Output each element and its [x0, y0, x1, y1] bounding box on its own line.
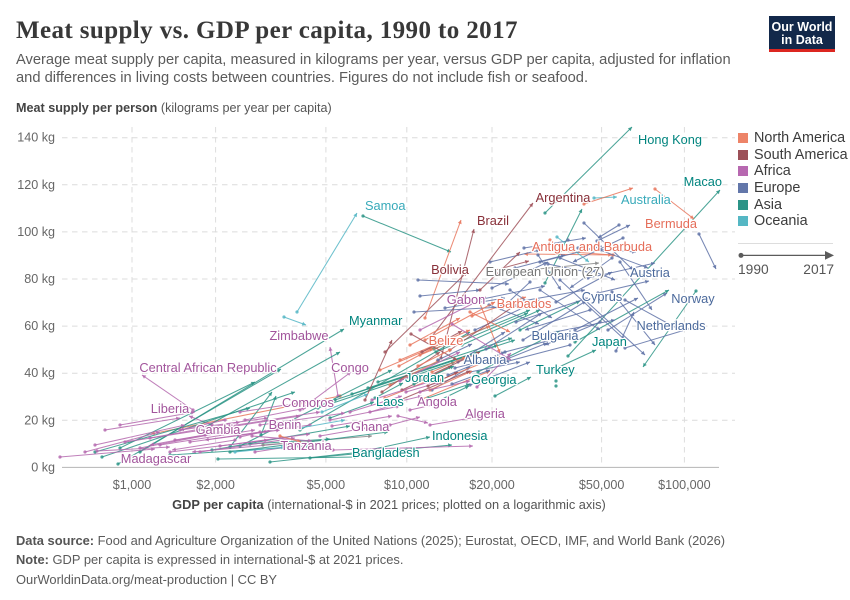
svg-text:120 kg: 120 kg — [17, 178, 55, 192]
svg-text:100 kg: 100 kg — [17, 225, 55, 239]
svg-text:Indonesia: Indonesia — [432, 428, 488, 443]
svg-text:Austria: Austria — [630, 265, 671, 280]
svg-text:Bangladesh: Bangladesh — [352, 445, 420, 460]
svg-text:Samoa: Samoa — [365, 198, 406, 213]
svg-text:Antigua and Barbuda: Antigua and Barbuda — [532, 239, 653, 254]
svg-text:Belize: Belize — [429, 333, 464, 348]
svg-text:20 kg: 20 kg — [24, 413, 55, 427]
svg-text:Gabon: Gabon — [447, 292, 485, 307]
svg-text:Hong Kong: Hong Kong — [638, 132, 702, 147]
svg-text:Norway: Norway — [671, 291, 715, 306]
svg-text:0 kg: 0 kg — [31, 460, 55, 474]
svg-text:Tanzania: Tanzania — [280, 438, 332, 453]
svg-text:Central African Republic: Central African Republic — [139, 360, 277, 375]
svg-text:Comoros: Comoros — [282, 395, 334, 410]
svg-text:Ghana: Ghana — [351, 419, 390, 434]
svg-text:2017: 2017 — [803, 262, 834, 277]
svg-text:Argentina: Argentina — [536, 190, 592, 205]
svg-text:Jordan: Jordan — [405, 370, 444, 385]
svg-text:Algeria: Algeria — [465, 406, 506, 421]
svg-text:$50,000: $50,000 — [579, 478, 625, 492]
svg-text:Laos: Laos — [376, 394, 404, 409]
svg-text:Macao: Macao — [684, 174, 722, 189]
svg-text:1990: 1990 — [738, 262, 769, 277]
svg-text:Angola: Angola — [417, 394, 458, 409]
svg-text:Benin: Benin — [269, 417, 302, 432]
svg-text:60 kg: 60 kg — [24, 319, 55, 333]
svg-text:Bolivia: Bolivia — [431, 262, 470, 277]
svg-text:Turkey: Turkey — [536, 362, 575, 377]
svg-text:Georgia: Georgia — [471, 372, 517, 387]
svg-text:$20,000: $20,000 — [469, 478, 515, 492]
svg-text:Netherlands: Netherlands — [636, 318, 705, 333]
svg-text:Madagascar: Madagascar — [121, 451, 192, 466]
svg-text:Liberia: Liberia — [151, 401, 190, 416]
svg-text:Albania: Albania — [464, 352, 508, 367]
svg-text:$1,000: $1,000 — [113, 478, 152, 492]
svg-text:Australia: Australia — [621, 192, 672, 207]
svg-text:Bermuda: Bermuda — [645, 216, 698, 231]
svg-text:$10,000: $10,000 — [384, 478, 430, 492]
svg-text:Gambia: Gambia — [196, 422, 242, 437]
svg-text:European Union (27): European Union (27) — [486, 264, 605, 279]
svg-text:80 kg: 80 kg — [24, 272, 55, 286]
svg-text:Barbados: Barbados — [497, 296, 552, 311]
svg-text:Myanmar: Myanmar — [349, 313, 403, 328]
svg-text:Bulgaria: Bulgaria — [532, 328, 580, 343]
svg-text:40 kg: 40 kg — [24, 366, 55, 380]
svg-text:Japan: Japan — [592, 334, 627, 349]
svg-text:$5,000: $5,000 — [307, 478, 346, 492]
svg-text:Congo: Congo — [331, 360, 369, 375]
svg-text:Zimbabwe: Zimbabwe — [269, 328, 328, 343]
svg-text:Cyprus: Cyprus — [582, 289, 623, 304]
svg-text:$2,000: $2,000 — [196, 478, 235, 492]
svg-text:$100,000: $100,000 — [658, 478, 711, 492]
svg-text:140 kg: 140 kg — [17, 131, 55, 145]
svg-text:Brazil: Brazil — [477, 213, 509, 228]
